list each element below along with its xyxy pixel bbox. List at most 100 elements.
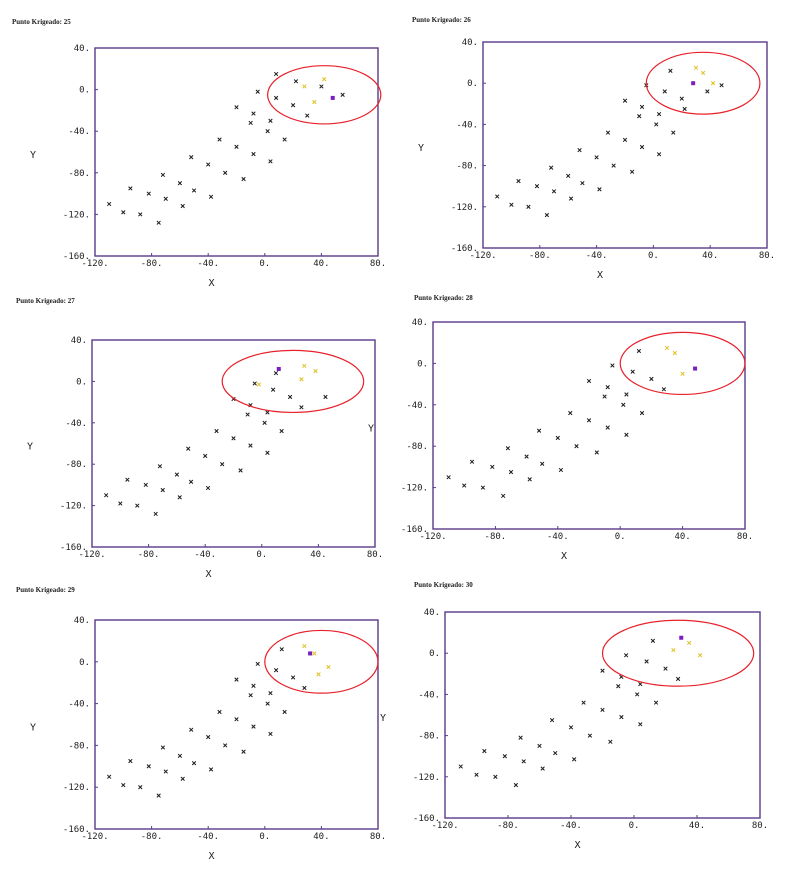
y-tick-label: 0. [79,658,90,668]
y-tick-label: 0. [417,359,428,369]
highlight-point [671,647,676,653]
data-point [622,137,628,143]
data-point [273,71,279,77]
data-point [268,118,273,123]
panel-title: Punto Krigeado: 26 [412,16,471,24]
data-point [279,647,284,652]
data-point [679,96,684,101]
highlight-point [316,672,321,677]
data-point [234,144,239,149]
kriged-point [276,366,281,371]
x-tick-label: 0. [648,251,659,261]
x-tick-label: -120. [78,550,105,560]
data-point [619,714,624,720]
data-point [191,761,197,766]
data-point [586,378,592,384]
y-tick-label: 40. [71,336,87,346]
data-point [251,683,256,688]
x-tick-label: -120. [81,832,108,842]
search-ellipse [601,619,755,687]
data-point [180,776,185,781]
data-point [594,450,599,455]
data-point [462,483,467,488]
data-point [106,774,112,779]
search-ellipse [221,349,365,414]
y-tick-label: 40. [424,608,440,618]
data-point [189,727,194,732]
highlight-point [256,382,262,387]
y-tick-label: -160. [451,244,478,254]
y-axis-label: Y [380,713,386,724]
data-point [273,95,279,101]
search-ellipse [267,65,382,125]
data-point [639,144,645,150]
data-point [513,782,519,788]
data-point [157,464,163,469]
panel-krigeado-29: Punto Krigeado: 29 -120. -80. -40. 0. 40. 80.… [0,580,400,879]
plot-frame [91,339,376,548]
data-point [623,653,629,658]
data-point [509,202,514,207]
data-point [634,692,640,697]
data-point [656,111,662,117]
data-point [146,764,151,769]
x-tick-label: 40. [313,832,329,842]
data-point [495,194,500,199]
data-point [121,782,126,788]
data-point [206,162,211,167]
x-tick-label: -40. [194,550,216,560]
y-tick-label: -40. [418,690,440,700]
data-point [217,137,222,142]
y-tick-label: -40. [68,700,90,710]
data-point [675,676,681,682]
data-point [571,757,577,762]
x-axis-label: X [561,551,567,562]
data-point [537,743,542,749]
data-point [505,446,511,451]
y-tick-label: -40. [68,127,90,137]
data-point [600,668,605,673]
y-tick-label: -80. [68,169,90,179]
data-point [639,104,645,110]
data-point [474,772,479,777]
panel-krigeado-28: Punto Krigeado: 28 -120. -80. -40. 0. 40. 80.… [368,290,800,580]
data-point [208,767,214,772]
data-point [217,709,222,715]
data-point [234,717,239,722]
y-tick-label: -80. [406,442,428,452]
data-point [568,410,573,416]
data-point [245,412,250,417]
x-tick-label: -120. [469,251,496,261]
data-point [639,410,645,416]
y-tick-label: -120. [451,203,478,213]
y-tick-label: -120. [63,210,90,220]
data-point [469,459,475,464]
x-tick-label: 0. [259,259,270,269]
data-point [290,675,296,680]
scatter-plot: -120. -80. -40. 0. 40. 80.40.0.-40.-80.-120.-… [368,318,753,562]
y-tick-label: -160. [63,252,90,262]
data-point [135,503,140,508]
data-point [118,501,123,506]
plot-frame [482,41,768,249]
panel-krigeado-25: Punto Krigeado: 25 -120. -80. -40. 0. 40. 80.… [0,0,400,290]
kriged-point [330,95,335,100]
data-point [268,159,273,164]
data-point [600,707,605,713]
data-point [153,511,158,517]
x-axis-label: X [597,270,603,281]
data-point [501,493,506,499]
data-point [128,186,133,191]
data-point [518,735,523,740]
highlight-point [302,363,307,369]
data-point [446,475,451,480]
x-tick-label: 0. [256,550,267,560]
plot-frame [444,611,761,819]
plot-frame [94,619,379,830]
x-tick-label: 40. [674,532,690,542]
data-point [663,666,668,671]
x-tick-label: -40. [586,251,608,261]
highlight-point [299,377,304,382]
y-tick-label: -40. [456,120,478,130]
data-point [577,147,582,153]
